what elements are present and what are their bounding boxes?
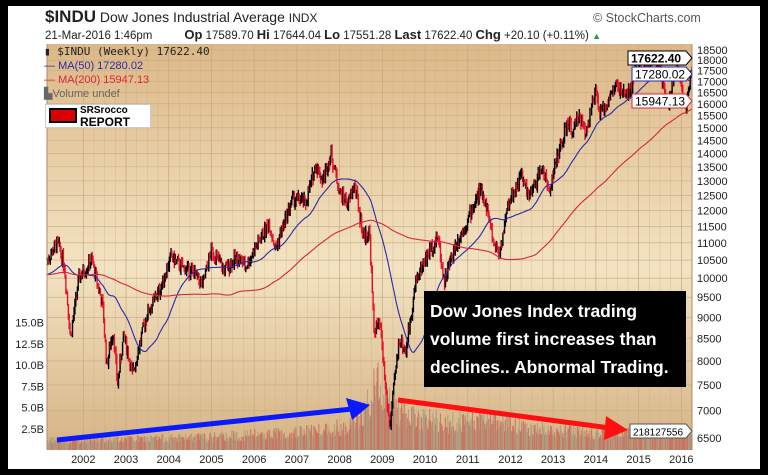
ma200-flag-box (631, 93, 693, 109)
ma200-flag: 15947.13 (635, 95, 685, 109)
legend-ma200-text: MA(200) 15947.13 (58, 74, 150, 86)
legend-ma50: — MA(50) 17280.02 (44, 60, 144, 72)
price-tick-label: 12500 (697, 190, 728, 202)
year-tick-label: 2004 (156, 454, 180, 466)
blue-arrow-head (346, 398, 370, 420)
legend-price: ▮ $INDU (Weekly) 17622.40 (44, 45, 210, 59)
blue-arrow-shaft (56, 406, 353, 443)
price-tick-label: 6500 (697, 433, 721, 445)
legend-volume: ▙Volume undef (44, 87, 210, 101)
price-tick-label: 11500 (697, 221, 727, 233)
year-tick-label: 2014 (584, 454, 608, 466)
price-tick-label: 15500 (697, 111, 728, 123)
chg-label: Chg (475, 27, 501, 42)
index-name: Dow Jones Industrial Average (99, 9, 285, 25)
ma50-line (46, 71, 692, 353)
candle-icon: ▮ (44, 45, 51, 58)
year-tick-label: 2005 (199, 454, 223, 466)
op-value: 17589.70 (205, 30, 254, 42)
volume-tick-label: 15.0B (15, 318, 44, 330)
year-tick-label: 2008 (327, 454, 351, 466)
volume-tick-label: 12.5B (15, 339, 44, 351)
year-tick-label: 2009 (370, 454, 394, 466)
price-tick-label: 12000 (697, 206, 728, 218)
srsrocco-logo: SRSrocco REPORT (45, 104, 151, 128)
price-tick-label: 16000 (697, 99, 728, 111)
year-tick-label: 2003 (114, 454, 138, 466)
price-tick-label: 13500 (697, 162, 728, 174)
red-arrow-head (604, 416, 628, 440)
hi-label: Hi (256, 27, 270, 42)
exchange: INDX (288, 11, 318, 25)
hi-value: 17644.04 (273, 30, 321, 42)
year-tick-label: 2013 (541, 454, 565, 466)
price-tick-label: 9000 (697, 312, 721, 324)
ma50-flag-box (631, 66, 693, 82)
year-tick-label: 2015 (626, 454, 650, 466)
logo-line2: REPORT (80, 115, 131, 129)
lo-label: Lo (324, 27, 341, 42)
annotation-box: Dow Jones Index trading volume first inc… (424, 291, 686, 387)
legend: ▮ $INDU (Weekly) 17622.40 — MA(50) 17280… (44, 45, 210, 101)
datetime: 21-Mar-2016 1:46pm (45, 30, 153, 42)
quote-line: 21-Mar-2016 1:46pm Op 17589.70 Hi 17644.… (45, 27, 601, 44)
red-arrow-shaft (397, 397, 611, 431)
legend-price-text: $INDU (Weekly) 17622.40 (57, 45, 210, 58)
op-label: Op (184, 27, 203, 42)
year-tick-label: 2012 (498, 454, 522, 466)
chg-value: +20.10 (+0.11%) (504, 30, 589, 42)
up-triangle-icon: ▲ (592, 31, 601, 41)
credit: © StockCharts.com (593, 11, 701, 25)
price-tick-label: 18500 (697, 45, 728, 57)
price-tick-label: 14500 (697, 135, 728, 147)
volume-icon: ▙ (44, 88, 53, 100)
logo-line1: SRSrocco (80, 105, 128, 116)
year-tick-label: 2007 (285, 454, 309, 466)
price-tick-label: 8000 (697, 356, 721, 368)
year-tick-label: 2016 (669, 454, 693, 466)
ma200-line (46, 108, 693, 297)
price-tick-label: 14000 (697, 148, 728, 160)
legend-ma50-text: MA(50) 17280.02 (58, 60, 144, 72)
last-flag-box (627, 50, 693, 66)
volume-flag-box (629, 423, 693, 439)
lo-value: 17551.28 (343, 30, 392, 42)
price-tick-label: 7000 (697, 406, 721, 418)
volume-tick-label: 7.5B (21, 381, 44, 393)
price-tick-label: 10500 (697, 255, 728, 267)
year-tick-label: 2011 (456, 454, 480, 466)
symbol: $INDU (45, 7, 97, 26)
legend-volume-text: Volume undef (52, 88, 120, 100)
price-tick-label: 15000 (697, 123, 728, 135)
volume-tick-label: 5.0B (21, 403, 44, 415)
price-tick-label: 18000 (697, 55, 728, 67)
price-tick-label: 13000 (697, 176, 728, 188)
year-tick-label: 2010 (413, 454, 437, 466)
volume-tick-label: 2.5B (21, 424, 44, 436)
price-tick-label: 11000 (697, 238, 727, 250)
ma50-flag: 17280.02 (635, 68, 685, 82)
price-tick-label: 10000 (697, 273, 728, 285)
annotation-text: Dow Jones Index trading volume first inc… (430, 301, 669, 377)
volume-flag: 218127556 (633, 428, 683, 439)
price-tick-label: 17500 (697, 66, 728, 78)
year-tick-label: 2002 (71, 454, 95, 466)
logo-flag-icon (49, 108, 77, 123)
price-tick-label: 9500 (697, 292, 721, 304)
price-tick-label: 8500 (697, 333, 721, 345)
last-flag: 17622.40 (631, 52, 681, 66)
last-label: Last (394, 27, 422, 42)
chart-title: $INDU Dow Jones Industrial Average INDX (45, 8, 317, 27)
price-tick-label: 7500 (697, 380, 721, 392)
price-tick-label: 16500 (697, 87, 728, 99)
legend-ma200: — MA(200) 15947.13 (44, 74, 150, 86)
price-tick-label: 17000 (697, 76, 728, 88)
year-tick-label: 2006 (242, 454, 266, 466)
volume-tick-label: 10.0B (15, 360, 44, 372)
last-value: 17622.40 (424, 30, 473, 42)
